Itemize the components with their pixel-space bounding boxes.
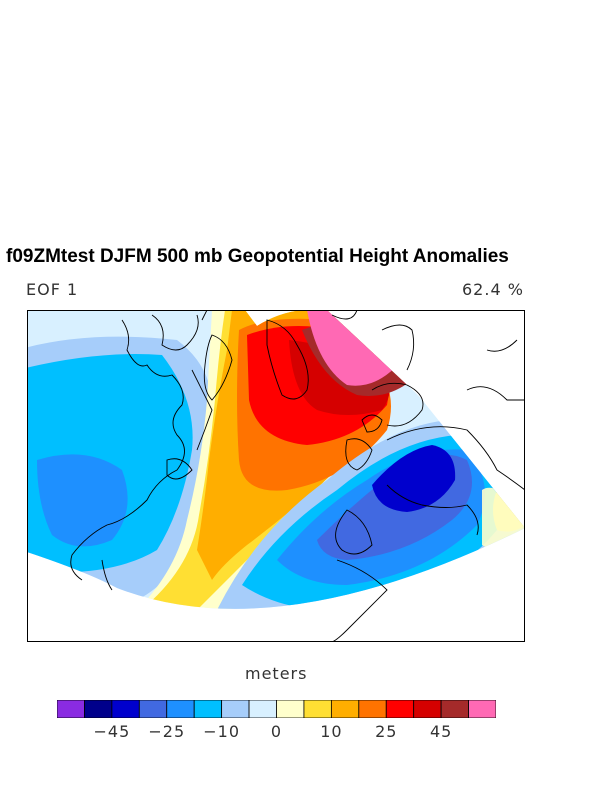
- units-label: meters: [245, 664, 308, 683]
- colorbar-swatch: [303, 700, 332, 718]
- colorbar-swatch: [385, 700, 415, 718]
- map-panel: [27, 309, 526, 643]
- colorbar-swatch: [276, 700, 305, 718]
- colorbar-tick-label: 0: [270, 722, 283, 741]
- colorbar-tick-label: 10: [320, 722, 343, 741]
- colorbar-swatch: [221, 700, 250, 718]
- colorbar-swatch: [468, 700, 496, 718]
- colorbar-swatch: [440, 700, 469, 718]
- colorbar-tick-label: 25: [375, 722, 398, 741]
- map-frame: [27, 310, 525, 642]
- colorbar-swatch: [330, 700, 360, 718]
- colorbar-tick-label: 45: [429, 722, 453, 741]
- anomaly-field: [27, 310, 525, 609]
- figure-title: f09ZMtest DJFM 500 mb Geopotential Heigh…: [6, 246, 509, 267]
- colorbar-tick-label: −25: [148, 722, 186, 741]
- colorbar-labels: −45 −25 −10 0 10 25 45: [0, 722, 607, 746]
- colorbar-swatch: [358, 700, 387, 718]
- colorbar-swatch: [413, 700, 442, 718]
- colorbar-swatch: [84, 700, 113, 718]
- colorbar-swatch: [193, 700, 223, 718]
- variance-explained: 62.4 %: [462, 280, 524, 299]
- colorbar-tick-label: −10: [203, 722, 241, 741]
- colorbar: [57, 700, 496, 718]
- colorbar-swatch: [248, 700, 277, 718]
- colorbar-swatch: [57, 700, 85, 718]
- colorbar-tick-label: −45: [93, 722, 131, 741]
- coastlines: [70, 309, 526, 643]
- colorbar-swatch: [111, 700, 140, 718]
- eof-label: EOF 1: [26, 280, 79, 299]
- colorbar-swatch: [138, 700, 168, 718]
- colorbar-swatch: [166, 700, 195, 718]
- eof-map: [27, 309, 526, 643]
